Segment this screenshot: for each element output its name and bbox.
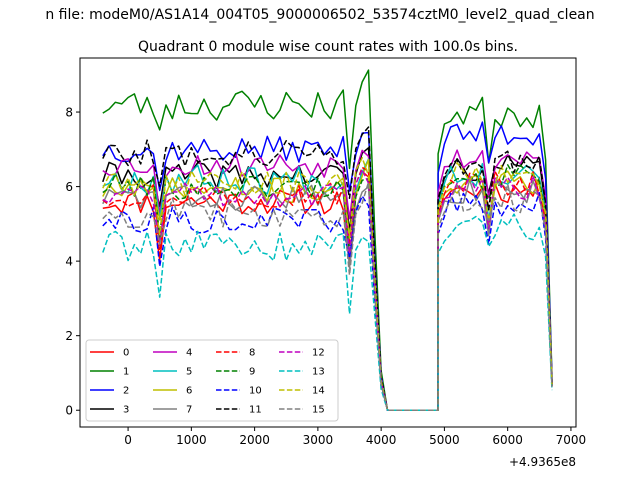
series-line-15 [102, 181, 553, 411]
x-tick-label: 0 [124, 433, 132, 447]
x-tick-label: 4000 [366, 433, 397, 447]
x-tick-label: 2000 [239, 433, 270, 447]
legend-label-15: 15 [312, 405, 325, 416]
series-line-4 [102, 149, 553, 411]
legend-label-12: 12 [312, 348, 325, 359]
x-tick-label: 6000 [492, 433, 523, 447]
legend-label-11: 11 [249, 405, 262, 416]
legend-label-4: 4 [186, 348, 192, 359]
y-tick-label: 0 [65, 404, 73, 418]
x-tick-label: 7000 [556, 433, 587, 447]
x-tick-label: 5000 [429, 433, 460, 447]
legend-label-2: 2 [123, 386, 129, 397]
legend-label-0: 0 [123, 348, 129, 359]
y-tick-label: 8 [65, 106, 73, 120]
legend-label-9: 9 [249, 367, 255, 378]
legend-frame [85, 339, 339, 422]
y-tick-label: 2 [65, 329, 73, 343]
plot-frame [79, 57, 577, 428]
x-tick-label: 1000 [176, 433, 207, 447]
figure-suptitle: n file: modeM0/AS1A14_004T05_9000006502_… [45, 7, 594, 23]
legend-label-1: 1 [123, 367, 129, 378]
plot-series-layer [102, 69, 553, 411]
series-line-12 [102, 168, 553, 411]
legend-label-14: 14 [312, 386, 325, 397]
series-line-14 [102, 157, 553, 411]
legend-label-13: 13 [312, 367, 325, 378]
legend-label-6: 6 [186, 386, 192, 397]
axes: 0 1000 2000 3000 4000 5000 6000 7000 0 2 4 6 8 [65, 106, 586, 447]
legend-label-8: 8 [249, 348, 255, 359]
legend-label-10: 10 [249, 386, 262, 397]
x-tick-label: 3000 [303, 433, 334, 447]
legend-label-7: 7 [186, 405, 192, 416]
legend-label-3: 3 [123, 405, 129, 416]
series-line-1 [102, 69, 553, 411]
series-line-13 [102, 213, 553, 411]
chart-title: Quadrant 0 module wise count rates with … [138, 39, 518, 55]
y-tick-label: 4 [65, 255, 73, 269]
legend-label-5: 5 [186, 367, 192, 378]
y-tick-label: 6 [65, 180, 73, 194]
series-line-10 [102, 191, 553, 411]
series-line-11 [102, 126, 553, 411]
x-offset-label: +4.9365e8 [509, 455, 576, 469]
series-line-2 [102, 121, 553, 411]
